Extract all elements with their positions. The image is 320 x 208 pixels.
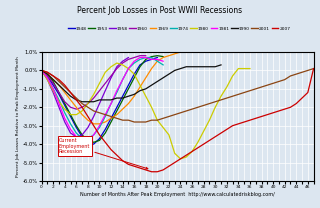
Y-axis label: Percent Job Losses Relative to Peak Employment Month: Percent Job Losses Relative to Peak Empl… [16,56,20,177]
Legend: 1948, 1953, 1958, 1960, 1969, 1974, 1980, 1981, 1990, 2001, 2007: 1948, 1953, 1958, 1960, 1969, 1974, 1980… [66,25,292,33]
Text: Percent Job Losses in Post WWII Recessions: Percent Job Losses in Post WWII Recessio… [77,6,243,15]
Text: Current
Employment
Recession: Current Employment Recession [59,138,148,169]
X-axis label: Number of Months After Peak Employment  http://www.calculatedriskblog.com/: Number of Months After Peak Employment h… [80,192,275,197]
